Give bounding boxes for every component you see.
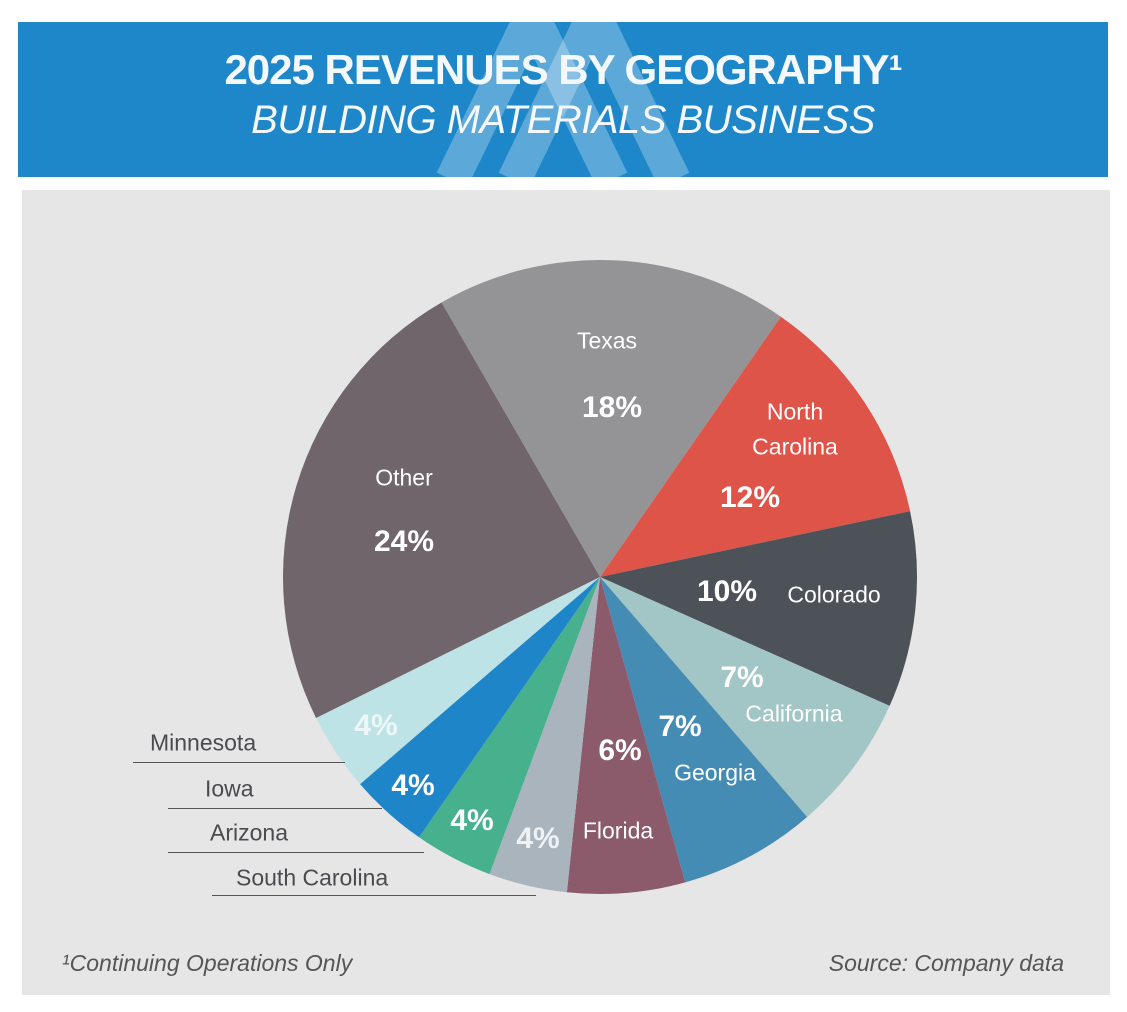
label-colorado: Colorado: [787, 581, 881, 608]
label-north-carolina-2: Carolina: [752, 433, 838, 460]
pct-colorado: 10%: [696, 575, 758, 608]
label-minnesota: Minnesota: [150, 729, 257, 756]
leader-line-arizona: [168, 852, 424, 853]
pct-iowa: 4%: [391, 769, 435, 802]
pct-arizona: 4%: [450, 804, 494, 837]
label-north-carolina-1: North: [766, 398, 824, 425]
chart-subtitle: BUILDING MATERIALS BUSINESS: [251, 98, 875, 142]
header-banner: 2025 REVENUES BY GEOGRAPHY¹ BUILDING MAT…: [18, 22, 1108, 177]
footnote: ¹Continuing Operations Only: [62, 950, 353, 976]
slice-arizona: [419, 577, 600, 875]
logo-watermark-icon: [436, 22, 690, 177]
slice-other: [283, 302, 600, 718]
slice-south-carolina: [489, 577, 600, 893]
label-florida: Florida: [582, 817, 654, 844]
label-other: Other: [375, 464, 433, 491]
slice-florida: [566, 577, 686, 894]
slice-georgia: [600, 577, 808, 883]
slice-north-carolina: [600, 316, 911, 577]
slice-colorado: [600, 511, 917, 706]
slice-minnesota: [316, 577, 600, 785]
slice-iowa: [360, 577, 600, 838]
leader-line-minnesota: [133, 762, 345, 763]
pct-georgia: 7%: [658, 710, 702, 743]
pct-florida: 6%: [598, 734, 642, 767]
label-arizona: Arizona: [210, 819, 288, 846]
label-south-carolina: South Carolina: [236, 864, 389, 891]
pct-minnesota: 4%: [354, 709, 398, 742]
leader-line-south-carolina: [212, 895, 536, 896]
pct-south-carolina: 4%: [516, 822, 560, 855]
label-georgia: Georgia: [674, 759, 756, 786]
label-iowa: Iowa: [205, 775, 254, 802]
pct-texas: 18%: [581, 391, 643, 424]
pct-north-carolina: 12%: [719, 481, 781, 514]
source-note: Source: Company data: [828, 950, 1064, 976]
chart-title: 2025 REVENUES BY GEOGRAPHY¹: [224, 46, 902, 93]
label-texas: Texas: [576, 327, 638, 354]
slice-california: [600, 577, 890, 817]
label-california: California: [745, 700, 843, 727]
leader-line-iowa: [168, 808, 382, 809]
pct-california: 7%: [720, 661, 764, 694]
slice-texas: [441, 260, 781, 577]
pct-other: 24%: [373, 525, 435, 558]
